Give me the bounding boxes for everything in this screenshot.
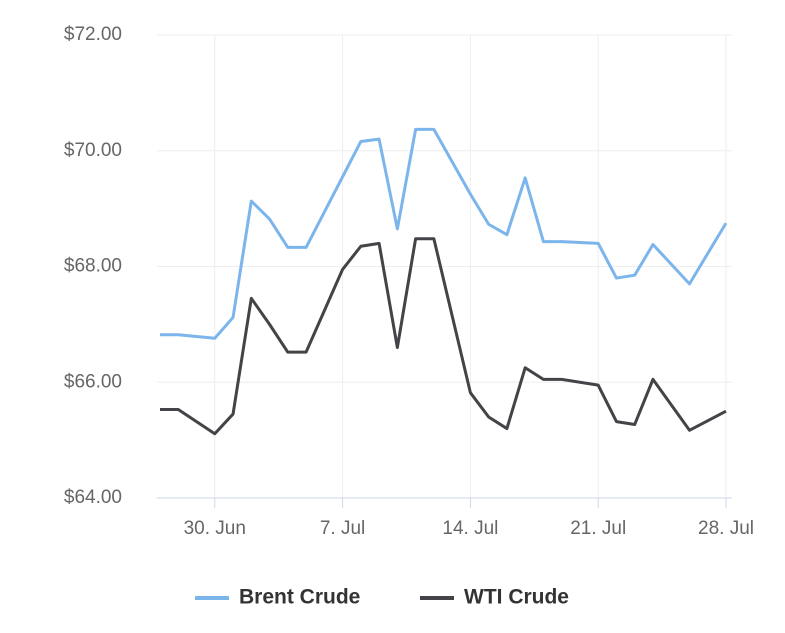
x-tick-label: 7. Jul <box>320 518 365 539</box>
legend-item[interactable]: Brent Crude <box>195 586 360 609</box>
series-line <box>160 127 728 340</box>
x-tick-label: 14. Jul <box>442 518 498 539</box>
x-tick-label: 21. Jul <box>570 518 626 539</box>
y-tick-label: $66.00 <box>64 371 122 392</box>
legend-item[interactable]: WTI Crude <box>420 586 569 609</box>
y-tick-label: $68.00 <box>64 256 122 277</box>
y-tick-label: $72.00 <box>64 24 122 45</box>
legend-label: WTI Crude <box>464 586 569 609</box>
legend-label: Brent Crude <box>239 586 360 609</box>
x-tick-label: 30. Jun <box>184 518 246 539</box>
y-tick-label: $64.00 <box>64 487 122 508</box>
x-tick-label: 28. Jul <box>698 518 754 539</box>
y-tick-label: $70.00 <box>64 140 122 161</box>
series-line <box>160 237 727 436</box>
